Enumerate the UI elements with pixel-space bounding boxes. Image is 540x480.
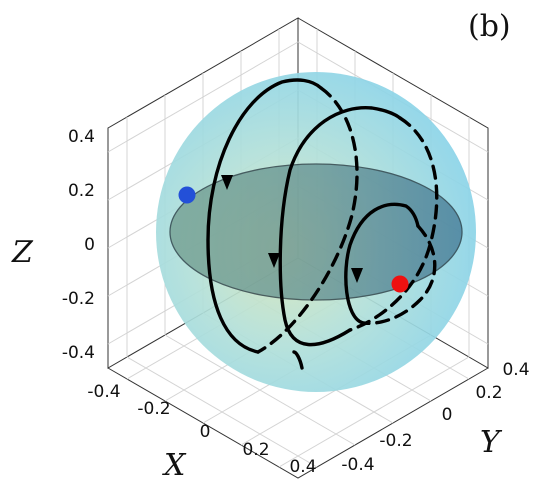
trajectory-front xyxy=(206,78,420,370)
y-axis-label: Y xyxy=(480,425,503,460)
arrow-head-2 xyxy=(268,253,280,268)
equator-plane xyxy=(169,163,463,301)
z-tick: -0.2 xyxy=(62,289,95,309)
x-tick: -0.2 xyxy=(137,399,170,419)
z-tick: -0.4 xyxy=(62,343,95,363)
x-tick: 0.2 xyxy=(242,440,269,460)
x-tick: -0.4 xyxy=(87,382,120,402)
z-tick: 0.2 xyxy=(68,181,95,201)
x-tick: 0 xyxy=(200,422,211,442)
y-axis-ticks: -0.4 -0.2 0 0.2 0.4 xyxy=(341,360,529,475)
y-tick: 0 xyxy=(442,405,453,425)
blue-marker xyxy=(178,186,196,204)
arrow-head-3 xyxy=(351,268,363,283)
panel-label: (b) xyxy=(468,9,511,44)
grid-line xyxy=(278,356,470,468)
x-axis-ticks: -0.4 -0.2 0 0.2 0.4 xyxy=(87,382,316,477)
y-tick: 0.2 xyxy=(475,383,502,403)
x-axis-label: X xyxy=(162,448,187,480)
trajectory-arrows xyxy=(221,175,363,283)
y-tick: -0.4 xyxy=(341,455,374,475)
trajectory-back xyxy=(256,86,439,354)
z-tick: 0.4 xyxy=(68,127,95,147)
y-tick: -0.2 xyxy=(379,431,412,451)
z-axis-ticks: 0.4 0.2 0 -0.2 -0.4 xyxy=(62,127,95,363)
x-tick: 0.4 xyxy=(289,457,316,477)
z-tick: 0 xyxy=(84,235,95,255)
y-tick: 0.4 xyxy=(502,360,529,380)
red-marker xyxy=(391,275,409,293)
z-axis-label: Z xyxy=(11,235,34,270)
arrow-head-1 xyxy=(221,175,233,190)
